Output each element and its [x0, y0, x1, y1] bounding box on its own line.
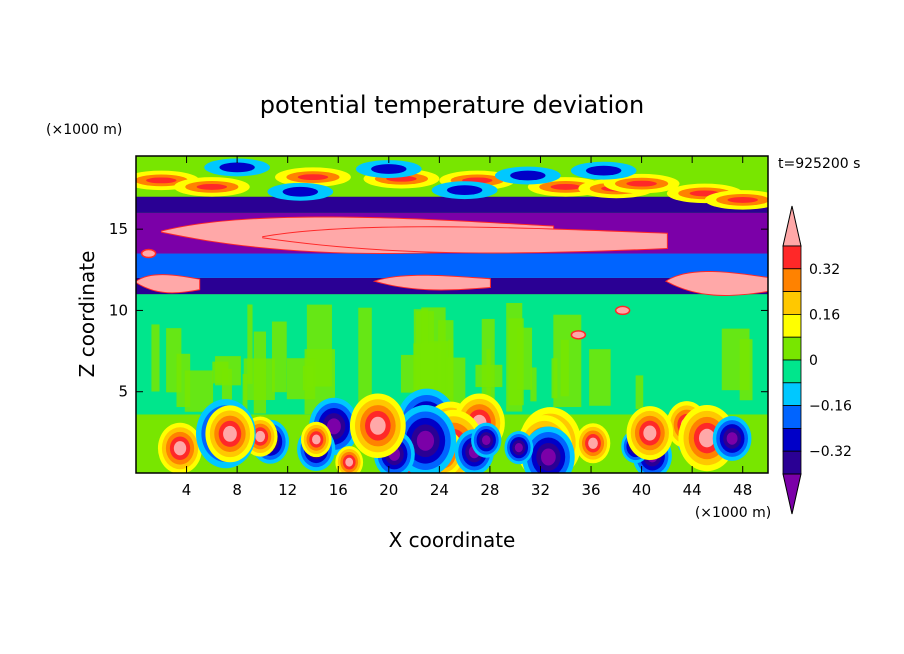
x-tick-label: 12	[278, 481, 297, 499]
field-column	[506, 302, 523, 412]
x-tick-label: 20	[379, 481, 398, 499]
colorbar-segment	[782, 382, 802, 406]
colorbar-segment	[782, 405, 802, 429]
cool-eddy	[481, 435, 491, 446]
warm-eddy	[173, 441, 187, 456]
colorbar-max-triangle	[782, 205, 802, 247]
field-column	[253, 331, 267, 414]
y-axis-label: Z coordinate	[75, 251, 99, 378]
cool-eddy	[726, 432, 738, 445]
contour-field	[136, 156, 768, 473]
positive-layer	[666, 272, 768, 295]
x-axis-ticks: 4 8 12 16 20 24 28 32 36 40 44 48	[182, 156, 752, 499]
colorbar-segment	[782, 450, 802, 475]
warm-eddy	[643, 425, 657, 441]
time-label: t=925200 s	[778, 156, 860, 172]
warm-blob	[626, 180, 657, 187]
field-column	[721, 328, 750, 391]
x-tick-label: 40	[632, 481, 651, 499]
warm-blob	[297, 174, 329, 181]
x-tick-label: 24	[430, 481, 449, 499]
x-tick-label: 8	[232, 481, 242, 499]
field-column	[589, 349, 611, 406]
cool-blob	[585, 165, 622, 176]
field-column	[530, 367, 537, 402]
field-column	[635, 375, 644, 410]
cool-eddy	[541, 448, 556, 466]
x-tick-label: 32	[531, 481, 550, 499]
warm-eddy	[370, 416, 386, 435]
cool-blob	[446, 185, 483, 196]
x-tick-label: 16	[329, 481, 348, 499]
warm-eddy	[255, 430, 266, 443]
cool-blob	[371, 164, 407, 174]
y-tick-label: 15	[109, 220, 128, 238]
x-tick-label: 48	[733, 481, 752, 499]
colorbar-segment	[782, 291, 802, 315]
x-tick-label: 36	[581, 481, 600, 499]
colorbar-tick-label: 0.32	[809, 262, 840, 278]
chart-title: potential temperature deviation	[260, 91, 644, 119]
colorbar-tick-label: −0.16	[809, 399, 852, 415]
warm-eddy	[345, 457, 354, 467]
colorbar-min-triangle	[782, 473, 802, 515]
field-column	[151, 324, 160, 392]
cool-eddy	[416, 430, 435, 451]
cool-blob	[219, 162, 255, 173]
warm-blob	[550, 183, 581, 190]
field-column	[475, 364, 503, 388]
cool-eddy	[327, 418, 341, 435]
field-column	[247, 304, 253, 384]
y-unit-label: (×1000 m)	[46, 122, 122, 138]
y-axis-ticks: 5 10 15	[109, 220, 768, 401]
pink-dot	[614, 305, 631, 316]
warm-blob	[146, 177, 177, 184]
pink-dot	[570, 330, 587, 340]
colorbar-tick-label: −0.32	[809, 444, 852, 460]
positive-layer	[376, 275, 490, 290]
pink-dot	[140, 248, 157, 259]
positive-layer	[136, 275, 200, 293]
warm-blob	[727, 196, 758, 203]
warm-eddy	[223, 425, 237, 442]
colorbar-segment	[782, 336, 802, 361]
colorbar-segment	[782, 245, 802, 270]
cool-blob	[510, 170, 546, 181]
field-column	[413, 309, 429, 397]
x-tick-label: 44	[683, 481, 702, 499]
x-axis-label: X coordinate	[389, 528, 516, 552]
warm-eddy	[312, 434, 321, 445]
plot-frame	[135, 155, 769, 474]
x-tick-label: 28	[480, 481, 499, 499]
field-band	[136, 196, 768, 213]
cool-blob	[282, 186, 319, 197]
colorbar-segment	[782, 313, 802, 338]
field-column	[358, 307, 372, 412]
warm-eddy	[698, 428, 715, 448]
field-column	[242, 373, 248, 412]
warm-blob	[196, 183, 228, 190]
colorbar: 0.32 0.16 0 −0.16 −0.32	[782, 205, 852, 515]
colorbar-segment	[782, 268, 802, 292]
colorbar-segment	[782, 359, 802, 384]
cool-eddy	[514, 442, 523, 453]
positive-layer	[262, 227, 667, 253]
colorbar-tick-label: 0	[809, 353, 818, 369]
colorbar-tick-label: 0.16	[809, 307, 840, 323]
field-column	[271, 321, 287, 393]
field-band	[136, 253, 768, 278]
field-column	[215, 356, 241, 386]
warm-eddy	[588, 437, 598, 449]
x-tick-label: 4	[182, 481, 192, 499]
field-column	[553, 314, 582, 408]
x-unit-label: (×1000 m)	[695, 505, 771, 521]
y-tick-label: 10	[109, 301, 128, 319]
field-column	[184, 370, 214, 412]
y-tick-label: 5	[118, 383, 128, 401]
colorbar-segment	[782, 427, 802, 452]
